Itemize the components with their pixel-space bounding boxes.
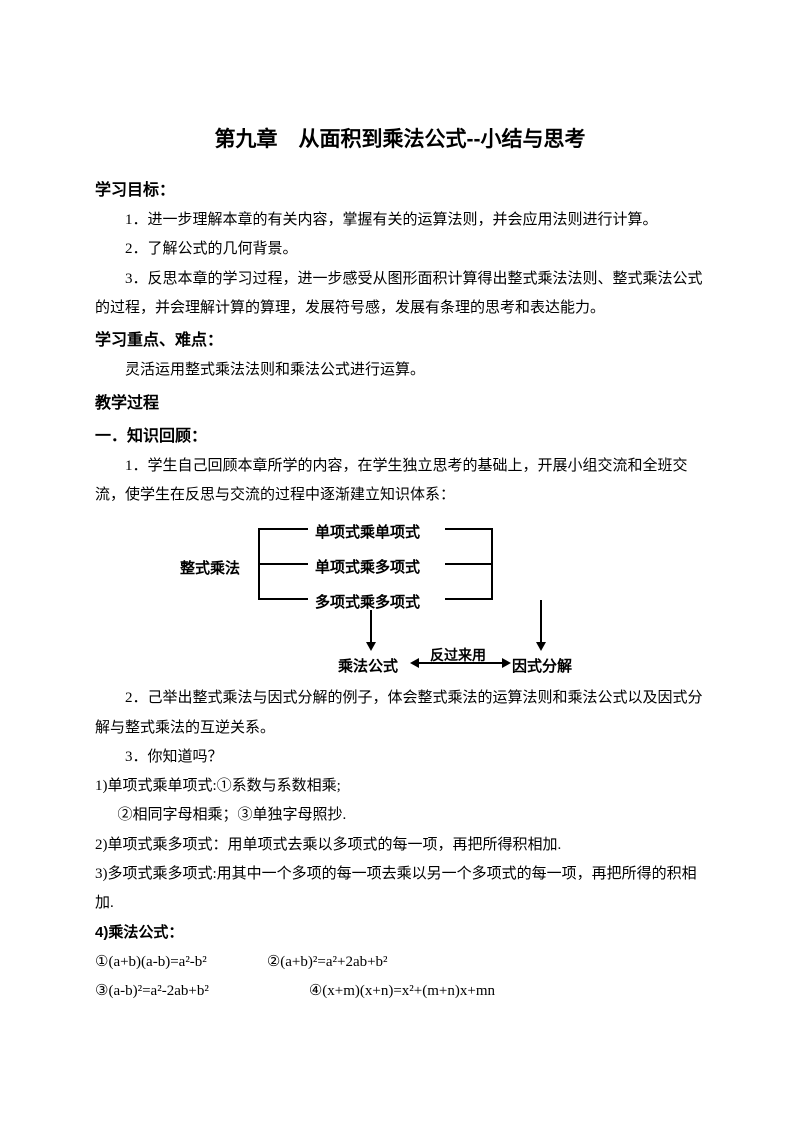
focus-header: 学习重点、难点： <box>95 325 705 356</box>
know-1b: ②相同字母相乘；③单独字母照抄. <box>95 801 705 830</box>
review-header: 一．知识回顾： <box>95 421 705 452</box>
process-header: 教学过程 <box>95 388 705 419</box>
diagram-edge-label: 反过来用 <box>430 642 486 669</box>
diagram-bottom-left: 乘法公式 <box>338 652 398 681</box>
know-4-header: 4)乘法公式： <box>95 918 705 947</box>
review-1: 1．学生自己回顾本章所学的内容，在学生独立思考的基础上，开展小组交流和全班交流，… <box>95 452 705 511</box>
diagram-bottom-right: 因式分解 <box>512 652 572 681</box>
formula-2: ②(a+b)²=a²+2ab+b² <box>267 948 388 977</box>
goal-1: 1．进一步理解本章的有关内容，掌握有关的运算法则，并会应用法则进行计算。 <box>95 206 705 235</box>
page-title: 第九章 从面积到乘法公式--小结与思考 <box>95 120 705 161</box>
review-3: 3．你知道吗？ <box>95 743 705 772</box>
focus-text: 灵活运用整式乘法法则和乘法公式进行运算。 <box>95 356 705 385</box>
diagram-mid-2: 单项式乘多项式 <box>315 553 420 582</box>
formula-row-1: ①(a+b)(a-b)=a²-b² ②(a+b)²=a²+2ab+b² <box>95 948 705 977</box>
diagram-mid-3: 多项式乘多项式 <box>315 588 420 617</box>
diagram-mid-1: 单项式乘单项式 <box>315 518 420 547</box>
know-1: 1)单项式乘单项式:①系数与系数相乘; <box>95 772 705 801</box>
formula-3: ③(a-b)²=a²-2ab+b² <box>95 977 209 1006</box>
diagram-root: 整式乘法 <box>180 554 240 583</box>
formula-4: ④(x+m)(x+n)=x²+(m+n)x+mn <box>309 977 495 1006</box>
know-3: 3)多项式乘多项式:用其中一个多项的每一项去乘以另一个多项式的每一项，再把所得的… <box>95 860 705 919</box>
formula-1: ①(a+b)(a-b)=a²-b² <box>95 948 207 977</box>
goal-3: 3．反思本章的学习过程，进一步感受从图形面积计算得出整式乘法法则、整式乘法公式的… <box>95 265 705 324</box>
know-2: 2)单项式乘多项式：用单项式去乘以多项式的每一项，再把所得积相加. <box>95 831 705 860</box>
knowledge-diagram: 整式乘法 单项式乘单项式 单项式乘多项式 多项式乘多项式 乘法公式 因式分解 反… <box>95 518 705 678</box>
goals-header: 学习目标： <box>95 175 705 206</box>
review-2: 2．己举出整式乘法与因式分解的例子，体会整式乘法的运算法则和乘法公式以及因式分解… <box>95 684 705 743</box>
goal-2: 2．了解公式的几何背景。 <box>95 235 705 264</box>
formula-row-2: ③(a-b)²=a²-2ab+b² ④(x+m)(x+n)=x²+(m+n)x+… <box>95 977 705 1006</box>
